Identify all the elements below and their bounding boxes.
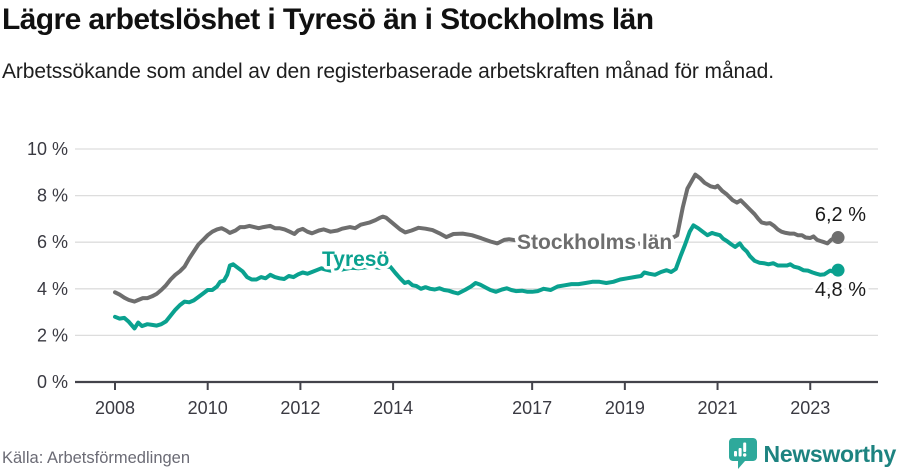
series-end-dot-tyreso <box>831 263 845 277</box>
y-tick-label: 10 % <box>27 139 68 159</box>
x-tick-label: 2012 <box>280 398 320 418</box>
unemployment-line-chart: 0 % 2 % 4 % 6 % 8 % 10 % 2008 2010 2012 2014 2017 2… <box>27 139 878 418</box>
x-tick-label: 2021 <box>698 398 738 418</box>
series-line-stockholms-lan <box>113 172 841 304</box>
newsworthy-bubble-chart-icon <box>728 438 757 469</box>
chart-subtitle: Arbetssökande som andel av den registerb… <box>2 60 774 83</box>
end-value-label-stockholms-lan: 6,2 % <box>815 204 866 226</box>
x-tick-label: 2023 <box>790 398 830 418</box>
y-tick-label: 6 % <box>37 232 68 252</box>
y-tick-label: 4 % <box>37 279 68 299</box>
y-tick-label: 8 % <box>37 186 68 206</box>
series-line-tyreso <box>113 223 841 331</box>
page-title: Lägre arbetslöshet i Tyresö än i Stockho… <box>2 3 654 36</box>
x-tick-label: 2014 <box>373 398 413 418</box>
series-end-dot-stockholms-lan <box>831 231 845 245</box>
newsworthy-logo[interactable]: Newsworthy <box>728 438 897 470</box>
x-tick-label: 2008 <box>95 398 135 418</box>
x-tick-label: 2019 <box>605 398 645 418</box>
series-label-stockholms-lan: Stockholms län <box>517 231 672 254</box>
newsworthy-logo-text: Newsworthy <box>763 440 897 467</box>
y-tick-label: 0 % <box>37 372 68 392</box>
series-label-tyreso: Tyresö <box>322 248 389 271</box>
y-tick-label: 2 % <box>37 325 68 345</box>
source-note: Källa: Arbetsförmedlingen <box>2 449 191 467</box>
end-value-label-tyreso: 4,8 % <box>815 279 866 301</box>
x-tick-label: 2017 <box>512 398 552 418</box>
x-tick-label: 2010 <box>188 398 228 418</box>
